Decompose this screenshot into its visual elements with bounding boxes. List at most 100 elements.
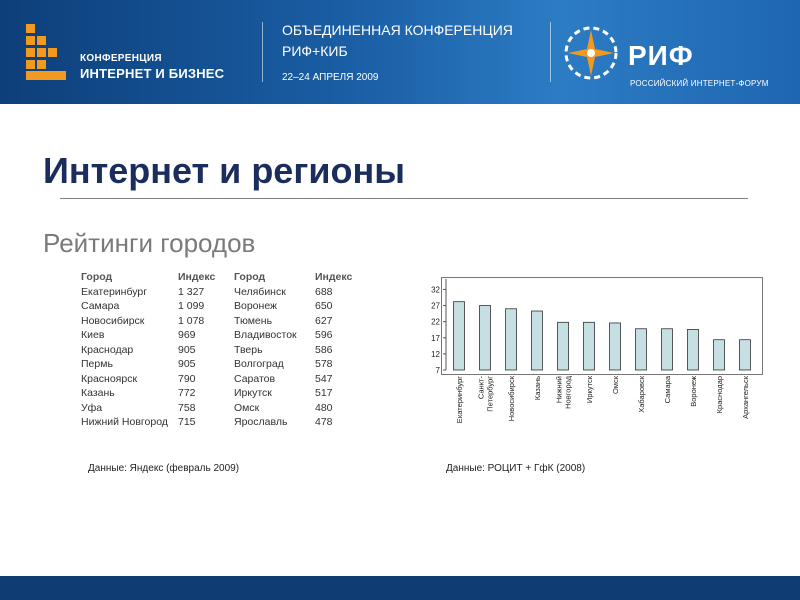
chart-category-label: Иркутск	[585, 375, 594, 403]
table-cell-index: 547	[315, 372, 333, 385]
city-ranking-table: Город Екатеринбург Самара Новосибирск Киев К…	[44, 266, 352, 430]
chart-y-tick-label: 22	[431, 318, 440, 327]
chart-category-label-line: Воронеж	[689, 376, 698, 407]
chart-category-label: Архангельск	[741, 375, 750, 419]
chart-bar	[583, 321, 595, 371]
chart-y-tick-label: 27	[431, 302, 440, 311]
chart-y-tick-label: 12	[431, 350, 440, 359]
table-cell-index: 1 078	[178, 314, 205, 327]
chart-bar	[687, 329, 699, 371]
table-cell-index: 715	[178, 416, 196, 428]
table-cell-city: Самара	[81, 300, 120, 312]
table-cell-city: Новосибирск	[81, 314, 145, 327]
chart-bar	[661, 328, 673, 371]
chart-bar	[505, 308, 517, 371]
chart-bar	[713, 339, 725, 371]
chart-category-label: Воронеж	[689, 376, 698, 407]
chart-category-label: Самара	[663, 375, 672, 403]
chart-y-tick-label: 32	[431, 285, 440, 294]
chart-category-label-line: Краснодар	[715, 376, 724, 413]
chart-category-label-line: Екатеринбург	[455, 376, 464, 423]
table-cell-index: 650	[315, 300, 333, 312]
chart-bar	[635, 328, 647, 371]
table-cell-index: 758	[178, 401, 196, 414]
table-cell-city: Тюмень	[234, 314, 273, 327]
chart-bar	[479, 305, 491, 371]
chart-bar	[739, 339, 751, 371]
header-divider	[550, 22, 551, 82]
table-column-city-left: Город Екатеринбург Самара Новосибирск Киев К…	[81, 270, 168, 430]
table-header: Город	[81, 271, 113, 283]
chart-category-label: Омск	[611, 375, 620, 394]
table-cell-city: Тверь	[234, 343, 263, 356]
table-cell-index: 596	[315, 329, 333, 341]
table-cell-index: 478	[315, 416, 333, 428]
chart-category-label-line: Самара	[663, 375, 672, 403]
chart-category-label: Екатеринбург	[455, 376, 464, 423]
chart-category-label: Хабаровск	[637, 375, 646, 412]
table-cell-index: 969	[178, 329, 196, 341]
table-column-city-right: Город Челябинск Воронеж Тюмень Владивосток Т…	[234, 270, 297, 430]
title-divider	[60, 198, 748, 199]
logo-line-1: КОНФЕРЕНЦИЯ	[80, 53, 162, 64]
chart-category-label-line: Новгород	[564, 375, 573, 408]
chart-category-label-line: Архангельск	[741, 375, 750, 419]
chart-category-label-line: Хабаровск	[637, 375, 646, 412]
chart-category-label-line: Нижний	[555, 376, 564, 403]
chart-y-tick-label: 7	[436, 366, 441, 375]
chart-category-label-line: Петербург	[486, 376, 495, 412]
source-note-right: Данные: РОЦИТ + ГфК (2008)	[446, 463, 586, 474]
table-cell-city: Ярославль	[234, 416, 288, 428]
header-banner: КОНФЕРЕНЦИЯ ИНТЕРНЕТ И БИЗНЕС ОБЪЕДИНЕНН…	[0, 0, 800, 104]
table-cell-city: Челябинск	[234, 285, 286, 298]
table-cell-index: 578	[315, 358, 333, 370]
table-cell-index: 480	[315, 401, 333, 414]
logo-line-2: ИНТЕРНЕТ И БИЗНЕС	[80, 66, 225, 81]
chart-bar	[557, 321, 569, 371]
chart-y-tick-label: 17	[431, 334, 440, 343]
conference-title: ОБЪЕДИНЕННАЯ КОНФЕРЕНЦИЯ	[282, 22, 513, 38]
table-cell-city: Казань	[81, 387, 115, 399]
rif-emblem-icon	[564, 26, 618, 80]
chart-bar	[609, 322, 621, 371]
table-cell-index: 905	[178, 343, 196, 356]
table-cell-index: 905	[178, 358, 196, 370]
table-cell-index: 1 099	[178, 300, 205, 312]
source-note-left: Данные: Яндекс (февраль 2009)	[88, 463, 240, 474]
page-title: Интернет и регионы	[43, 150, 405, 191]
table-column-index-right: Индекс 688 650 627 596 586 578 547 517 480 478	[315, 270, 352, 430]
chart-category-label: Казань	[533, 376, 542, 400]
table-cell-city: Пермь	[81, 358, 113, 370]
conference-date: 22–24 АПРЕЛЯ 2009	[282, 72, 379, 83]
table-cell-index: 790	[178, 372, 196, 385]
table-cell-city: Воронеж	[234, 300, 278, 312]
footer-bar	[0, 576, 800, 600]
chart-category-label-line: Санкт-	[477, 376, 486, 400]
table-cell-city: Владивосток	[234, 329, 297, 341]
table-cell-city: Волгоград	[234, 358, 284, 370]
conference-subtitle: РИФ+КИБ	[282, 43, 348, 59]
table-cell-city: Нижний Новгород	[81, 416, 168, 428]
conference-logo-icon	[26, 24, 72, 80]
table-column-index-left: Индекс 1 327 1 099 1 078 969 905 905 790 772 758…	[178, 270, 215, 430]
table-cell-city: Киев	[81, 329, 105, 341]
table-cell-city: Краснодар	[81, 343, 134, 356]
table-cell-city: Красноярск	[81, 372, 138, 385]
chart-category-label: Краснодар	[715, 376, 724, 413]
table-cell-city: Уфа	[81, 401, 103, 414]
table-header: Индекс	[178, 271, 216, 283]
table-cell-city: Саратов	[234, 372, 276, 385]
city-bar-chart: 7 12 17 22 27 32 Екатеринбург Санкт-Петербург Но…	[431, 279, 751, 423]
table-cell-index: 517	[315, 387, 333, 399]
chart-category-label: НижнийНовгород	[555, 375, 573, 408]
table-cell-index: 627	[315, 314, 333, 327]
table-cell-index: 688	[315, 285, 333, 298]
rif-subtitle: РОССИЙСКИЙ ИНТЕРНЕТ-ФОРУМ	[630, 79, 769, 88]
chart-bar	[531, 310, 543, 371]
table-cell-index: 772	[178, 387, 196, 399]
chart-category-label: Новосибирск	[507, 375, 516, 421]
table-cell-index: 586	[315, 343, 333, 356]
chart-category-label: Санкт-Петербург	[477, 376, 495, 412]
chart-category-label-line: Новосибирск	[507, 375, 516, 421]
table-cell-city: Иркутск	[234, 387, 272, 399]
